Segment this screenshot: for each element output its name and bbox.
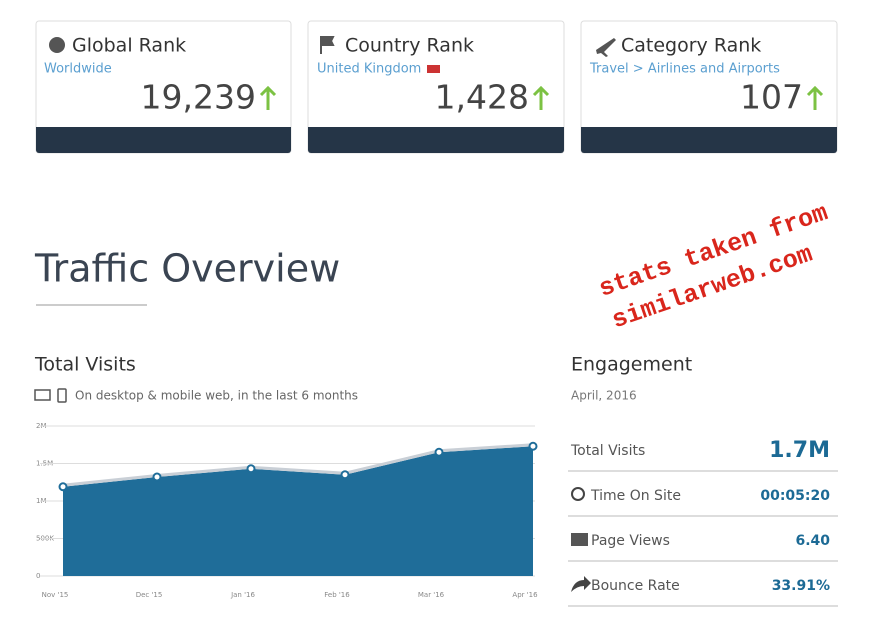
data-point — [58, 482, 68, 492]
chart-note: On desktop & mobile web, in the last 6 m… — [75, 389, 358, 403]
metric-label: Bounce Rate — [591, 578, 680, 594]
card-bar — [36, 127, 291, 153]
engagement-title: Engagement — [571, 354, 692, 376]
globe-icon — [49, 37, 65, 53]
flag-icon — [320, 36, 335, 54]
card-subtitle: Travel > Airlines and Airports — [589, 62, 780, 77]
metric-value: 33.91% — [772, 578, 830, 594]
metric-value: 00:05:20 — [760, 488, 830, 504]
y-tick-label: 0 — [36, 572, 40, 580]
card-subtitle: Worldwide — [44, 62, 112, 77]
card-title: Category Rank — [621, 35, 761, 57]
data-point — [246, 464, 256, 474]
metric-value: 1.7M — [769, 438, 830, 463]
metric-label: Page Views — [591, 533, 670, 549]
area — [63, 446, 533, 576]
card-title: Country Rank — [345, 35, 474, 57]
metric-label: Total Visits — [570, 443, 645, 459]
x-tick-label: Jan '16 — [230, 591, 255, 599]
data-point — [340, 470, 350, 480]
up-arrow — [259, 85, 277, 110]
data-point — [528, 441, 538, 451]
x-tick-label: Mar '16 — [418, 591, 445, 599]
mobile-icon — [57, 388, 67, 403]
engagement-date: April, 2016 — [571, 389, 637, 403]
card-subtitle: United Kingdom — [317, 62, 421, 77]
card-bar — [308, 127, 564, 153]
card: Global Rank Worldwide 19,239 — [35, 20, 292, 154]
x-tick-label: Apr '16 — [512, 591, 538, 599]
card: Country Rank United Kingdom 1,428 — [307, 20, 565, 154]
card-value: 107 — [740, 78, 803, 117]
area-line — [62, 443, 534, 487]
data-point — [152, 472, 162, 482]
card-title: Global Rank — [72, 35, 186, 57]
card-value: 19,239 — [141, 78, 256, 117]
card: Category Rank Travel > Airlines and Airp… — [580, 20, 838, 154]
x-tick-label: Feb '16 — [324, 591, 350, 599]
desktop-icon — [34, 389, 51, 401]
plane-icon — [596, 38, 616, 57]
metric-value: 6.40 — [795, 533, 830, 549]
pages-icon — [571, 533, 588, 546]
x-tick-label: Dec '15 — [136, 591, 163, 599]
section-heading: Traffic Overview — [34, 247, 340, 291]
share-icon — [571, 576, 591, 592]
chart-title: Total Visits — [34, 354, 136, 376]
uk-flag — [427, 65, 440, 73]
up-arrow — [806, 85, 824, 110]
card-value: 1,428 — [435, 78, 529, 117]
x-tick-label: Nov '15 — [42, 591, 69, 599]
stamp: stats taken from similarweb.com — [595, 198, 831, 335]
card-bar — [581, 127, 837, 153]
metric-label: Time On Site — [590, 488, 681, 504]
data-point — [434, 447, 444, 457]
up-arrow — [532, 85, 550, 110]
clock-icon — [571, 487, 585, 501]
